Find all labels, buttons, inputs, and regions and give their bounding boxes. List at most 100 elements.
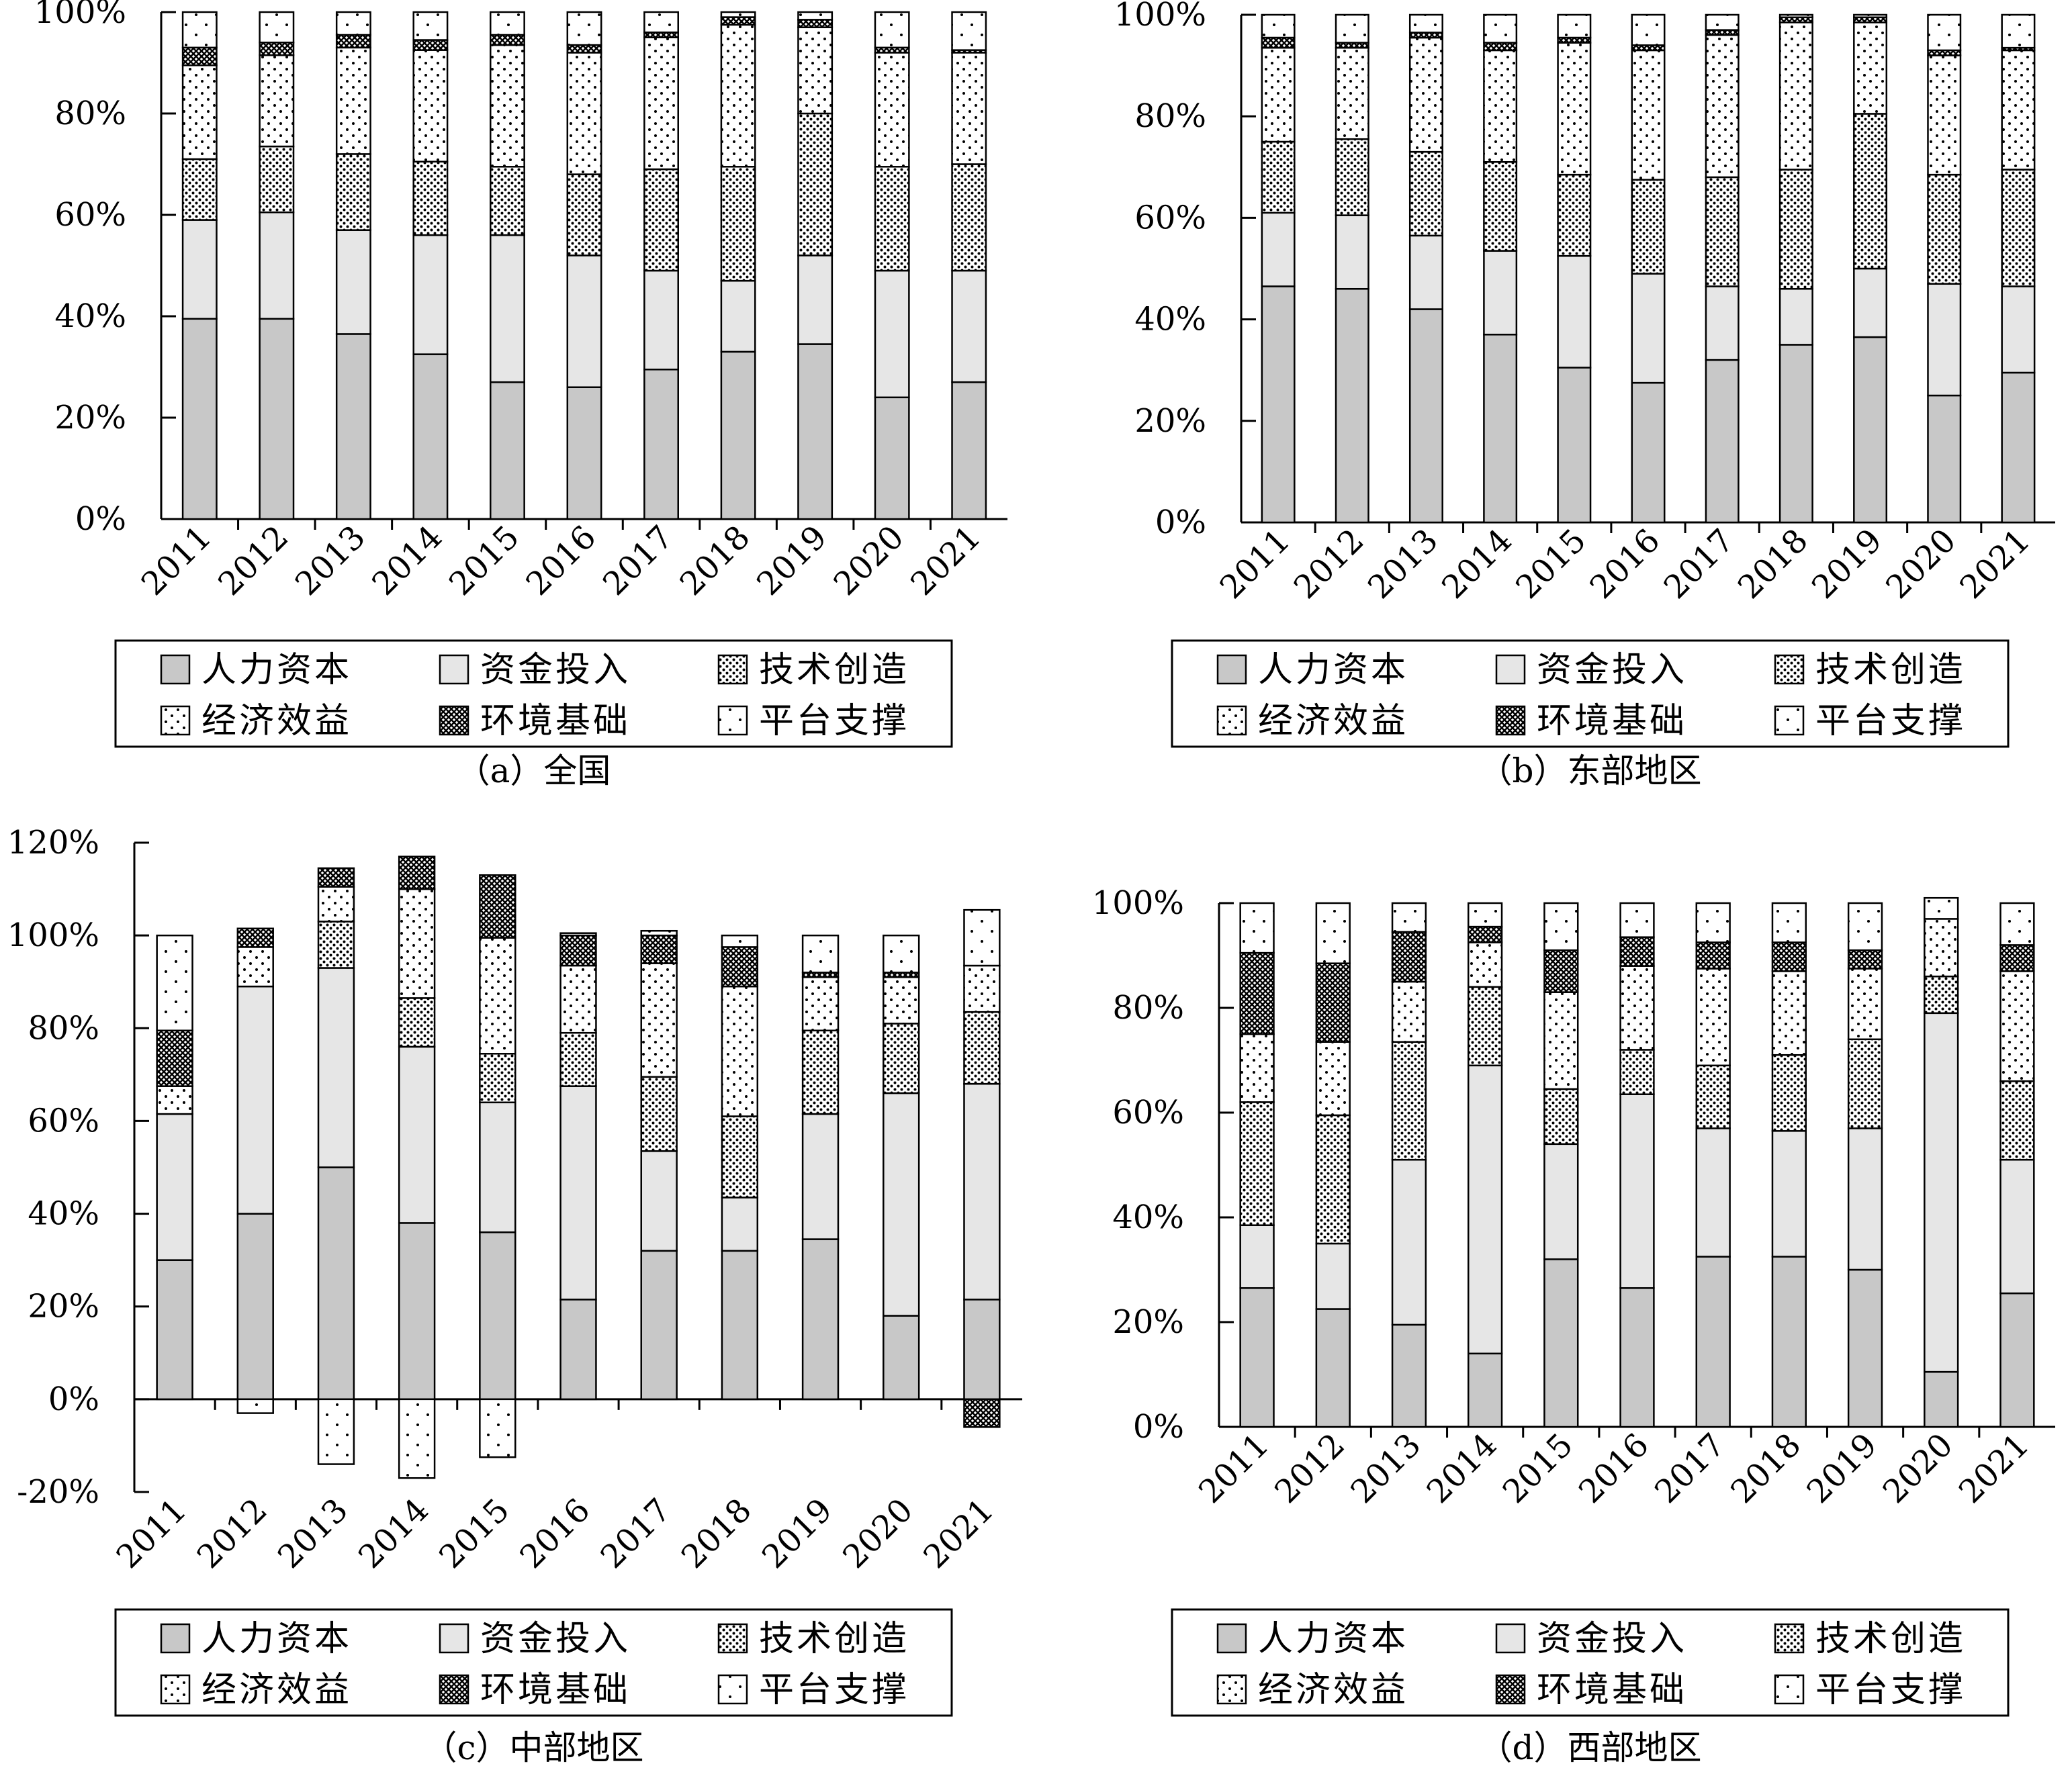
bar-segment [951,11,987,51]
bar-segment [181,11,218,49]
bar-segment [1619,965,1655,1051]
bar-segment [156,934,193,1031]
bar-segment [1557,254,1592,369]
bar-segment [1695,1127,1731,1258]
x-tick-label: 2021 [903,518,988,603]
bar-segment [801,1113,840,1240]
bar-segment [412,49,449,162]
bar-segment [1261,46,1296,143]
bar-segment [801,1238,840,1401]
bar-segment [1467,902,1503,928]
bar-segment [1543,902,1579,951]
x-tick-label: 2016 [519,518,604,603]
bar-segment [1778,344,1813,524]
bar-segment [1467,1064,1503,1355]
legend-label: 环境基础 [1537,701,1687,741]
bar-segment [1705,285,1740,361]
bar-segment [643,369,679,520]
legend-box [114,639,953,748]
bar-segment [490,44,525,168]
bar-segment [1631,179,1666,275]
x-tick-label: 2018 [1731,522,1815,606]
bar-segment [951,163,987,272]
legend-label: 资金投入 [1537,650,1687,690]
bar-segment [1927,13,1962,52]
bar-segment [1483,334,1518,524]
legend-swatch [1774,1674,1805,1705]
legend-swatch [717,654,748,685]
legend-swatch [1495,1623,1526,1654]
legend-swatch [1774,705,1805,736]
bar-segment [721,1115,759,1199]
bar-segment [335,46,371,155]
legend-label: 经济效益 [201,1670,352,1710]
bar-segment [1847,1268,1883,1428]
bar-segment [398,855,436,890]
bar-segment [479,1101,516,1233]
bar-segment [1778,169,1813,290]
bar-segment [1705,176,1740,287]
bar-segment [1695,902,1731,943]
bar-segment [1847,1127,1883,1271]
bar-segment [883,1315,920,1401]
legend-swatch [717,1674,748,1705]
x-tick-label: 2016 [1572,1426,1656,1511]
bar-segment [1557,173,1592,257]
bar-segment [640,1076,678,1152]
bar-segment [398,1398,436,1479]
bar-segment [479,1398,516,1458]
x-tick-label: 2019 [1800,1426,1885,1511]
chart-panel-d: 0%20%40%60%80%100%2011201220132014201520… [1092,884,2055,1767]
y-tick-label: 80% [28,1009,99,1047]
legend-swatch [1495,705,1526,736]
bar-segment [643,11,679,34]
bar-segment [156,1113,193,1261]
bar-segment [317,1166,355,1401]
panel-caption: （b）东部地区 [1478,751,1701,790]
y-tick-label: -20% [17,1473,99,1511]
bar-segment [1335,46,1369,140]
legend-swatch [1216,654,1247,685]
bar-segment [640,1150,678,1252]
legend-swatch [439,705,469,736]
bar-segment [883,976,920,1025]
bar-segment [1924,975,1959,1015]
legend-label: 环境基础 [480,1670,631,1710]
bar-segment [1391,980,1427,1043]
bar-segment [1771,970,1807,1056]
bar-segment [1408,13,1443,34]
bar-segment [801,1029,840,1115]
x-tick-label: 2014 [351,1491,436,1576]
bar-segment [1999,1158,2035,1295]
bar-segment [874,396,910,520]
bar-segment [1467,986,1503,1067]
y-tick-label: 60% [1112,1094,1184,1131]
bar-segment [559,1299,597,1401]
bar-segment [181,46,218,66]
bar-segment [963,908,1001,967]
legend-label: 人力资本 [1258,650,1408,690]
bar-segment [720,11,756,18]
bar-segment [643,269,679,371]
legend-label: 人力资本 [201,1619,352,1659]
bar-segment [335,229,371,335]
y-tick-label: 40% [1112,1199,1184,1236]
bar-segment [1483,13,1518,44]
bar-segment [1543,1143,1579,1260]
bar-segment [412,234,449,355]
legend-label: 环境基础 [480,701,631,741]
bar-segment [963,964,1001,1013]
bar-segment [259,318,295,520]
bar-segment [236,927,274,948]
bar-segment [566,44,602,54]
bar-segment [335,153,371,231]
y-tick-label: 40% [54,297,126,335]
bar-segment [490,34,525,46]
bar-segment [335,333,371,520]
bar-segment [720,279,756,353]
bar-segment [335,34,371,49]
x-tick-label: 2012 [1287,522,1371,606]
x-tick-label: 2016 [1583,522,1668,606]
